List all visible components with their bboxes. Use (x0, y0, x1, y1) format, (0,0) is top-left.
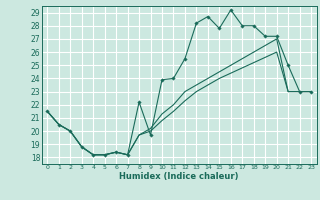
X-axis label: Humidex (Indice chaleur): Humidex (Indice chaleur) (119, 172, 239, 181)
